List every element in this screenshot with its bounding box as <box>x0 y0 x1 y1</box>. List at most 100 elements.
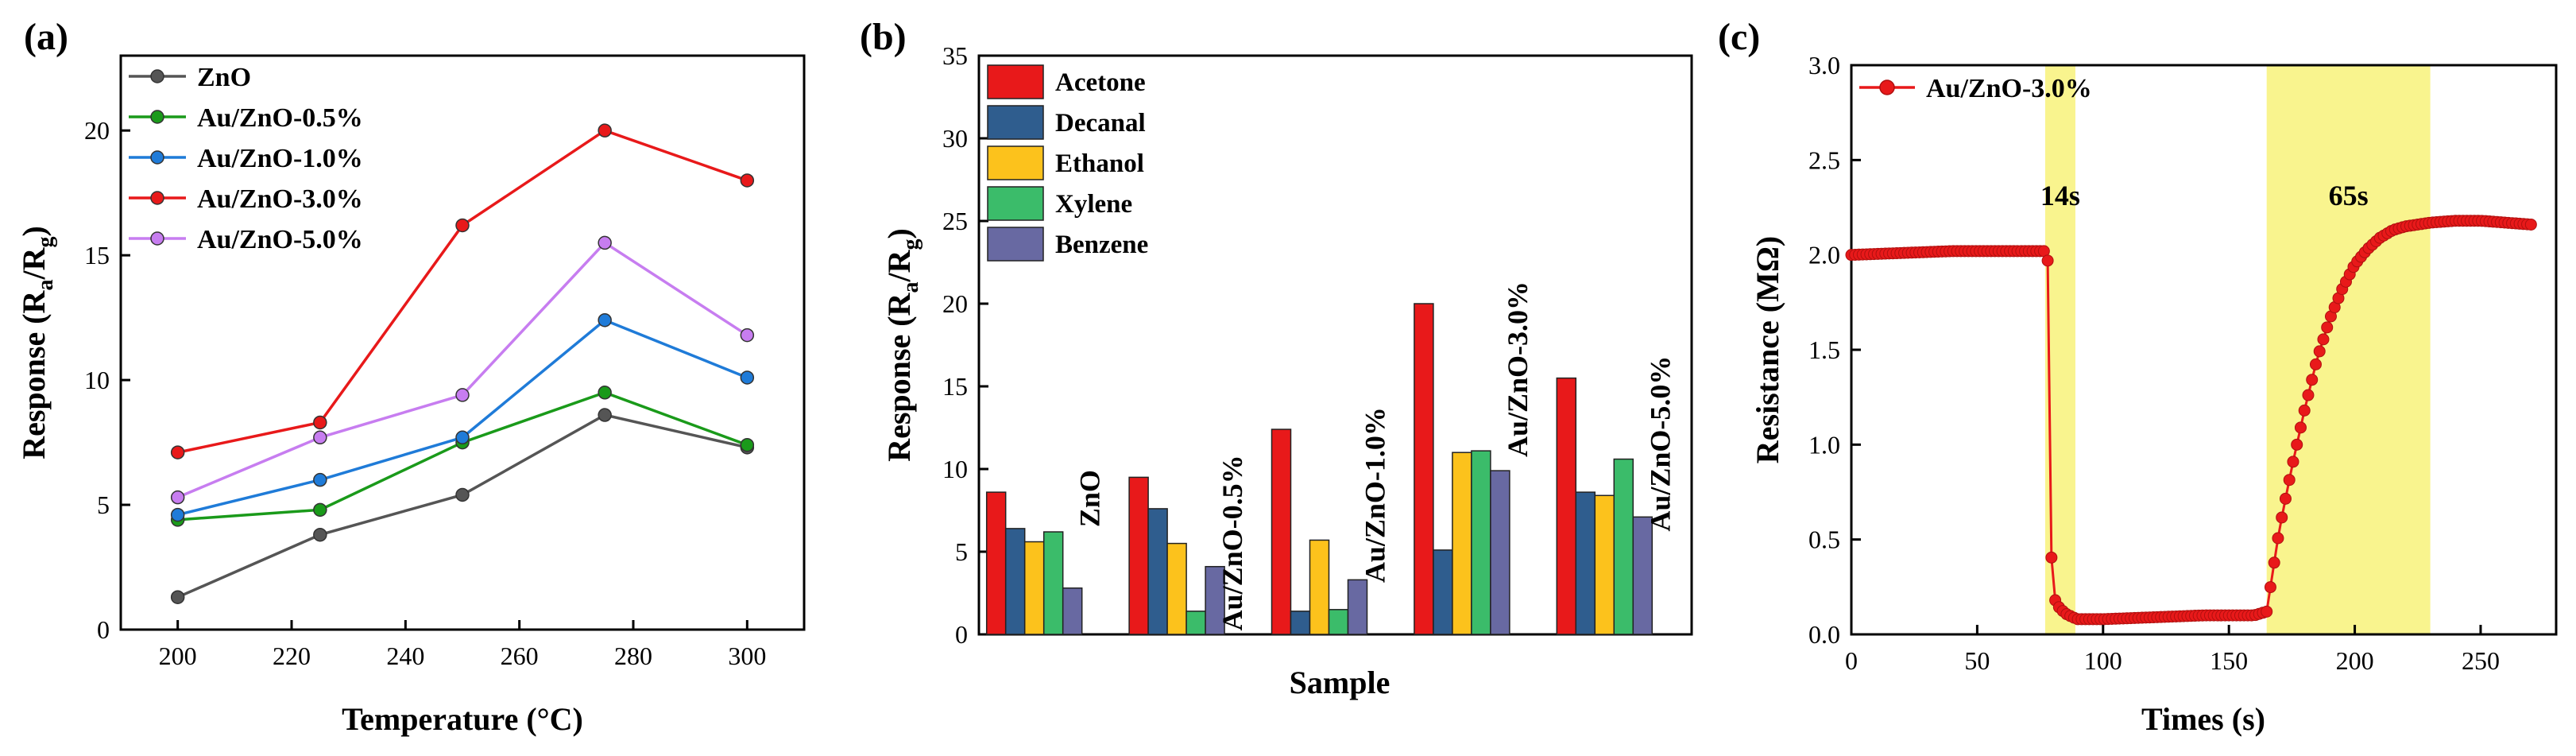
panel-b: (b) 0 5 10 15 20 25 30 35 ZnO Au/ZnO-0.5% Au/ZnO-… <box>860 16 1693 700</box>
legend-label-au-zno-1-0: Au/ZnO-1.0% <box>197 144 363 173</box>
data-point-au-zno-3-0 <box>455 218 470 233</box>
series-group-c <box>1845 215 2537 626</box>
axis-ticks-c: 0 50 100 150 200 250 0.0 0.5 1.0 1.5 2.0 2.5 3.0 <box>1808 51 2500 675</box>
data-point-au-zno-3-0 <box>2283 474 2296 487</box>
x-tick-label-a: 220 <box>273 642 311 670</box>
bar-zno-decanal <box>1004 528 1026 635</box>
data-point-au-zno-3-0 <box>2276 511 2288 524</box>
bar-au-zno-5-0-xylene <box>1613 458 1634 635</box>
bar-au-zno-3-0-acetone <box>1414 303 1434 635</box>
data-point-au-zno-3-0 <box>2279 492 2292 505</box>
data-point-au-zno-0-5 <box>740 437 755 452</box>
y-tick-label-c: 1.0 <box>1808 430 1840 459</box>
y-tick-label-c: 0.5 <box>1808 525 1840 554</box>
panel-label-b: (b) <box>860 16 907 58</box>
y-tick-label-b: 30 <box>942 124 968 153</box>
bar-au-zno-3-0-ethanol <box>1452 452 1472 635</box>
y-tick-label-c: 1.5 <box>1808 335 1840 364</box>
bar-au-zno-5-0-decanal <box>1575 491 1596 635</box>
legend-marker-au-zno-3-0 <box>150 191 164 205</box>
series-line-au-zno-5-0 <box>176 241 748 499</box>
x-tick-label-a: 280 <box>614 642 652 670</box>
data-point-au-zno-0-5 <box>598 386 612 400</box>
plot-frame-c <box>1850 64 2558 636</box>
data-point-au-zno-3-0 <box>2291 438 2303 451</box>
legend-marker-au-zno-0-5 <box>150 110 164 124</box>
y-tick-label-a: 10 <box>84 366 110 394</box>
data-point-au-zno-1-0 <box>740 370 755 385</box>
series-line-au-zno-3-0 <box>177 129 748 454</box>
y-tick-label-a: 15 <box>84 241 110 269</box>
axis-ticks-b: 0 5 10 15 20 25 30 35 <box>942 41 988 649</box>
data-point-au-zno-3-0 <box>2268 556 2280 569</box>
data-point-au-zno-3-0 <box>2264 581 2276 594</box>
y-tick-label-a: 5 <box>97 490 110 519</box>
bar-au-zno-0-5-acetone <box>1128 476 1149 635</box>
data-point-au-zno-3-0 <box>313 415 327 430</box>
legend-marker-au-zno-3-0 <box>1879 79 1895 95</box>
legend-label-xylene: Xylene <box>1055 190 1132 219</box>
y-tick-label-b: 25 <box>942 207 968 235</box>
legend-label-au-zno-0-5: Au/ZnO-0.5% <box>197 103 363 133</box>
y-tick-label-a: 0 <box>97 615 110 644</box>
y-tick-label-b: 15 <box>942 372 968 401</box>
data-point-au-zno-5-0 <box>313 430 327 445</box>
bar-au-zno-0-5-benzene <box>1205 565 1225 635</box>
data-point-au-zno-0-5 <box>313 502 327 518</box>
x-tick-label-a: 300 <box>728 642 766 670</box>
bar-group-b <box>985 303 1654 635</box>
panel-label-a: (a) <box>24 16 68 58</box>
plot-frame-a <box>119 54 806 631</box>
x-tick-label-c: 150 <box>2210 646 2248 675</box>
legend-label-zno: ZnO <box>197 63 251 92</box>
y-tick-label-b: 20 <box>942 289 968 318</box>
data-point-au-zno-3-0 <box>2272 532 2284 545</box>
data-point-au-zno-3-0 <box>2261 605 2273 618</box>
legend-swatch-ethanol <box>987 145 1044 180</box>
y-tick-label-c: 2.5 <box>1808 145 1840 174</box>
x-axis-title-b: Sample <box>1290 665 1390 700</box>
y-tick-label-b: 10 <box>942 455 968 483</box>
data-point-zno <box>170 590 185 604</box>
y-tick-label-b: 35 <box>942 41 968 70</box>
bar-au-zno-1-0-acetone <box>1271 428 1292 635</box>
data-point-au-zno-3-0 <box>2041 254 2054 267</box>
legend-label-ethanol: Ethanol <box>1055 149 1144 178</box>
bar-au-zno-3-0-decanal <box>1433 549 1453 635</box>
data-point-au-zno-3-0 <box>2298 404 2311 417</box>
bar-au-zno-1-0-ethanol <box>1309 539 1330 635</box>
x-tick-label-c: 50 <box>1964 646 1990 675</box>
category-label-au-zno-5-0: Au/ZnO-5.0% <box>1644 356 1676 532</box>
data-point-au-zno-1-0 <box>170 507 185 522</box>
data-point-au-zno-3-0 <box>2045 551 2058 564</box>
x-axis-title-c: Times (s) <box>2141 701 2265 737</box>
legend-b: Acetone Decanal Ethanol Xylene Benzene <box>987 64 1148 262</box>
x-tick-label-c: 0 <box>1845 646 1858 675</box>
data-point-au-zno-3-0 <box>170 445 185 459</box>
y-tick-label-b: 5 <box>955 537 968 566</box>
y-tick-label-b: 0 <box>955 620 968 649</box>
data-point-au-zno-1-0 <box>598 312 612 328</box>
data-point-au-zno-3-0 <box>740 173 755 188</box>
highlight-label-14s: 14s <box>2040 180 2080 211</box>
bar-au-zno-5-0-ethanol <box>1594 494 1615 635</box>
y-tick-label-c: 3.0 <box>1808 51 1840 79</box>
series-line-au-zno-1-0 <box>177 318 748 517</box>
legend-marker-au-zno-1-0 <box>150 150 164 165</box>
bar-au-zno-5-0-benzene <box>1632 516 1654 635</box>
data-point-au-zno-3-0 <box>2294 421 2307 434</box>
legend-label-au-zno-5-0: Au/ZnO-5.0% <box>197 225 363 254</box>
y-axis-title-b: Response (Ra/Rg) <box>881 228 923 462</box>
legend-label-decanal: Decanal <box>1055 109 1146 138</box>
panel-a: (a) 200 220 240 260 280 300 0 5 10 15 20 ZnO Au/ZnO… <box>16 16 806 737</box>
data-point-au-zno-3-0 <box>2524 218 2537 231</box>
highlight-bands-c: 14s 65s <box>2040 65 2431 634</box>
panel-label-c: (c) <box>1718 16 1760 58</box>
bar-au-zno-1-0-benzene <box>1347 579 1368 635</box>
legend-marker-zno <box>150 69 164 83</box>
bar-au-zno-0-5-decanal <box>1147 508 1168 635</box>
data-point-zno <box>455 487 470 502</box>
legend-label-benzene: Benzene <box>1055 231 1148 259</box>
bar-zno-ethanol <box>1023 541 1045 635</box>
category-label-au-zno-3-0: Au/ZnO-3.0% <box>1502 281 1534 457</box>
